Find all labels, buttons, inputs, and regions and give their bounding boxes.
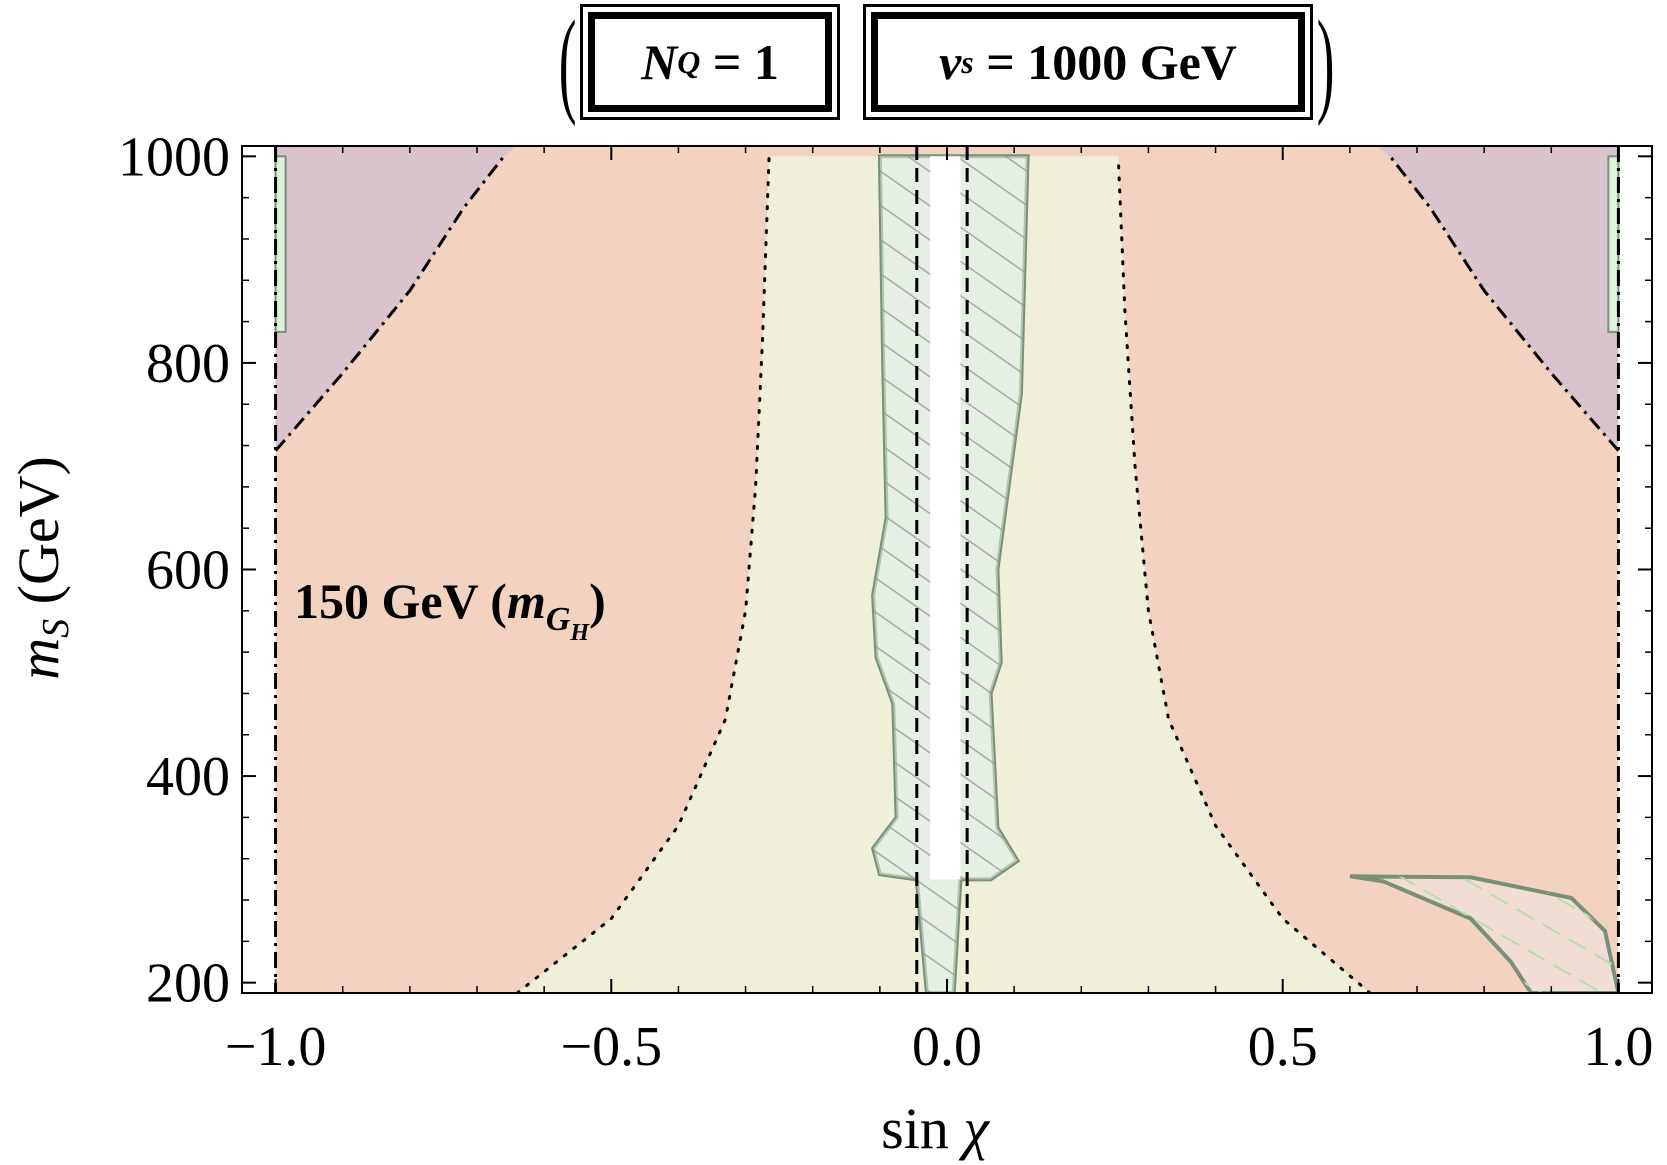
- vs-value: = 1000 GeV: [986, 34, 1237, 90]
- y-tick-label: 200: [146, 953, 230, 1015]
- right-paren: ): [1316, 0, 1335, 127]
- annotation-subsub: H: [569, 620, 590, 646]
- dotted-boundary-right: [1116, 154, 1372, 993]
- edge-band-left: [274, 155, 287, 333]
- vs-sub: s: [961, 43, 974, 80]
- purple-region-right: [1376, 146, 1619, 451]
- plot-area: [242, 146, 1652, 993]
- annotation-prefix: 150 GeV (: [294, 573, 507, 629]
- y-axis-label: mS (GeV): [6, 456, 77, 680]
- nq-var: N: [641, 34, 678, 90]
- x-tick-label: 0.5: [1248, 1016, 1318, 1078]
- purple-region-left: [275, 146, 518, 451]
- central-white-strip: [930, 156, 961, 880]
- x-tick-label: 0.0: [912, 1016, 982, 1078]
- dashdot-boundary-right: [1388, 155, 1620, 452]
- x-tick-label: −0.5: [560, 1016, 662, 1078]
- nq-sub: Q: [677, 43, 701, 80]
- nq-value: = 1: [712, 34, 779, 90]
- x-axis-label-symbol: χ: [958, 1096, 990, 1161]
- x-tick-label: 1.0: [1583, 1016, 1653, 1078]
- y-tick-label: 600: [146, 540, 230, 602]
- mass-annotation: 150 GeV (mGH): [294, 573, 606, 646]
- edge-band-right: [1607, 155, 1620, 333]
- y-tick-label: 800: [146, 333, 230, 395]
- vs-var: v: [939, 34, 962, 90]
- y-tick-label: 400: [146, 746, 230, 808]
- annotation-sub: G: [546, 601, 571, 638]
- annotation-suffix: ): [589, 573, 606, 629]
- y-axis-label-unit: (GeV): [6, 456, 71, 604]
- y-axis-label-sub: S: [35, 619, 77, 638]
- x-tick-label: −1.0: [225, 1016, 327, 1078]
- y-tick-label: 1000: [118, 126, 230, 188]
- annotation-var: m: [507, 573, 546, 629]
- x-axis-label: sin χ: [881, 1096, 990, 1161]
- axis-ticks: −1.0 −0.5 0.0 0.5 1.0 200 400 600 800 1000: [118, 126, 1653, 1078]
- y-axis-label-var: m: [6, 638, 71, 680]
- left-paren: (: [558, 0, 577, 127]
- x-axis-label-text: sin: [881, 1096, 949, 1161]
- dashdot-boundary-left: [274, 155, 506, 452]
- corner-patch-hatch: [1349, 876, 1619, 993]
